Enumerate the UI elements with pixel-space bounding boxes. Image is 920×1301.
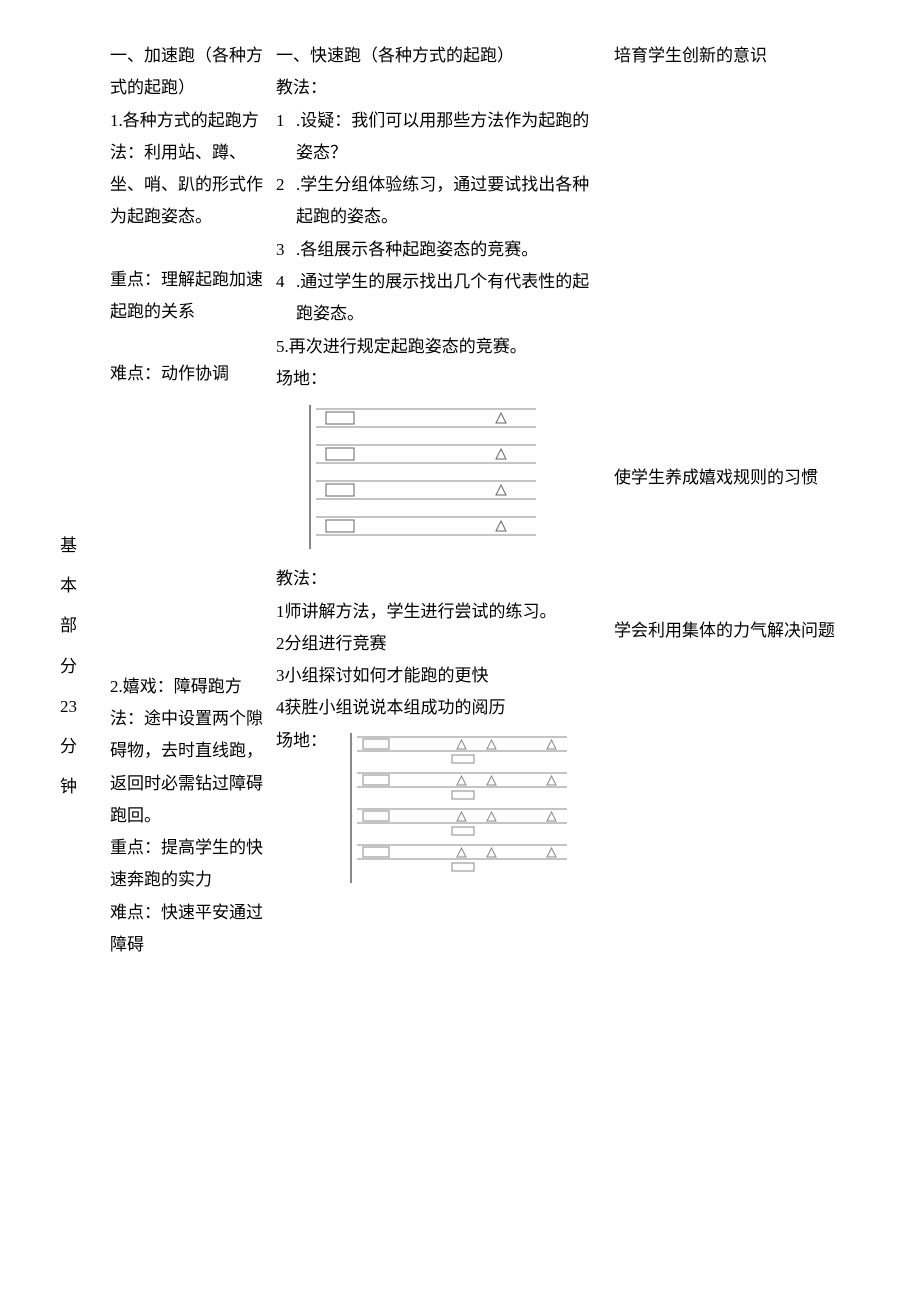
practice-item: 4获胜小组说说本组成功的阅历 (276, 692, 596, 724)
field-diagram-2 (327, 729, 587, 889)
text: .学生分组体验练习，通过要试找出各种起跑的姿态。 (296, 169, 596, 234)
practice-item: 2分组进行竞赛 (276, 628, 596, 660)
section-char: 23 (60, 691, 110, 723)
num: 3 (276, 234, 296, 266)
text: .通过学生的展示找出几个有代表性的起跑姿态。 (296, 266, 596, 331)
field-diagram-1 (276, 399, 596, 559)
method-heading-2: 教法： (276, 563, 596, 595)
content-diff-1: 难点：动作协调 (110, 358, 270, 390)
note-1: 培育学生创新的意识 (614, 40, 860, 72)
method-title-1: 一、快速跑（各种方式的起跑） (276, 40, 596, 72)
num: 1 (276, 105, 296, 170)
section-label-column: 基 本 部 分 23 分 钟 (60, 40, 110, 961)
num: 2 (276, 169, 296, 234)
method-item: 1 .设疑：我们可以用那些方法作为起跑的姿态？ (276, 105, 596, 170)
section-char: 分 (60, 651, 110, 683)
content-column: 一、加速跑（各种方式的起跑） 1.各种方式的起跑方法：利用站、蹲、坐、哨、趴的形… (110, 40, 276, 961)
section-char: 本 (60, 570, 110, 602)
content-key-1: 重点：理解起跑加速起跑的关系 (110, 264, 270, 329)
method-item: 4 .通过学生的展示找出几个有代表性的起跑姿态。 (276, 266, 596, 331)
text: .各组展示各种起跑姿态的竞赛。 (296, 234, 596, 266)
practice-item: 1师讲解方法，学生进行尝试的练习。 (276, 596, 596, 628)
content-diff-2: 难点：快速平安通过障碍 (110, 897, 270, 962)
section-char: 基 (60, 530, 110, 562)
content-key-2: 重点：提高学生的快速奔跑的实力 (110, 832, 270, 897)
text: .设疑：我们可以用那些方法作为起跑的姿态？ (296, 105, 596, 170)
section-char: 钟 (60, 771, 110, 803)
field-label-2: 场地： (276, 725, 327, 757)
notes-column: 培育学生创新的意识 使学生养成嬉戏规则的习惯 学会利用集体的力气解决问题 (604, 40, 860, 961)
content-body-1: 1.各种方式的起跑方法：利用站、蹲、坐、哨、趴的形式作为起跑姿态。 (110, 105, 270, 234)
note-2: 使学生养成嬉戏规则的习惯 (614, 462, 860, 494)
method-item: 3 .各组展示各种起跑姿态的竞赛。 (276, 234, 596, 266)
num: 4 (276, 266, 296, 331)
method-item-5: 5.再次进行规定起跑姿态的竞赛。 (276, 331, 596, 363)
field-label: 场地： (276, 363, 596, 395)
practice-item: 3小组探讨如何才能跑的更快 (276, 660, 596, 692)
note-3: 学会利用集体的力气解决问题 (614, 615, 860, 647)
method-heading: 教法： (276, 72, 596, 104)
method-column: 一、快速跑（各种方式的起跑） 教法： 1 .设疑：我们可以用那些方法作为起跑的姿… (276, 40, 604, 961)
section-char: 部 (60, 610, 110, 642)
content-body-2: 2.嬉戏：障碍跑方法：途中设置两个隙碍物，去时直线跑，返回时必需钻过障碍跑回。 (110, 671, 270, 832)
content-title-1: 一、加速跑（各种方式的起跑） (110, 40, 270, 105)
method-item: 2 .学生分组体验练习，通过要试找出各种起跑的姿态。 (276, 169, 596, 234)
section-char: 分 (60, 731, 110, 763)
